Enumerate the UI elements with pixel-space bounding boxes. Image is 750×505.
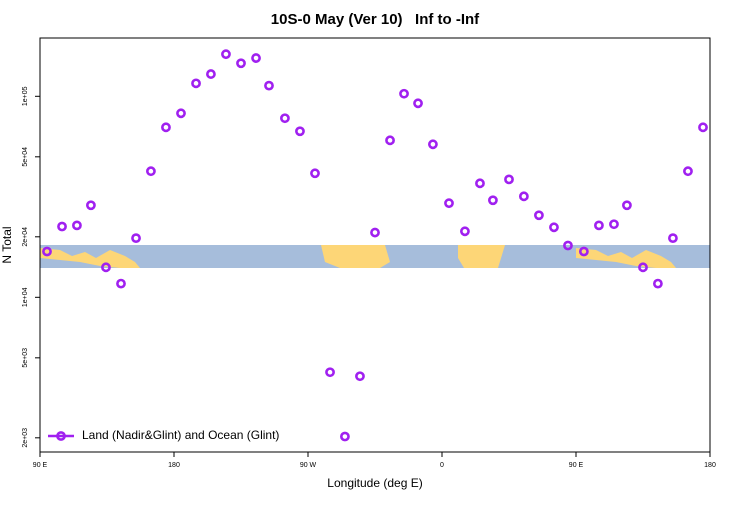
y-axis-label: N Total	[0, 226, 14, 263]
point	[116, 278, 126, 289]
point	[475, 178, 485, 189]
y-tick-label: 5e+04	[22, 147, 29, 167]
point	[385, 135, 395, 146]
point	[609, 219, 619, 230]
point	[101, 262, 111, 273]
x-tick-label: 90 E	[569, 462, 584, 469]
point	[131, 233, 141, 244]
point	[57, 221, 67, 232]
legend-marker	[56, 431, 66, 441]
point	[518, 191, 529, 202]
y-tick-label: 1e+05	[22, 86, 29, 106]
x-tick-label: 180	[704, 462, 716, 469]
y-tick-label: 5e+03	[22, 348, 29, 368]
point	[638, 262, 648, 273]
point	[146, 166, 156, 177]
point	[325, 367, 335, 378]
point	[413, 98, 423, 109]
point	[251, 53, 261, 63]
point	[563, 240, 573, 251]
point	[534, 210, 544, 221]
x-tick-label: 90 W	[300, 462, 317, 469]
point	[355, 371, 365, 382]
point	[191, 78, 201, 89]
point	[340, 431, 350, 442]
x-axis-label: Longitude (deg E)	[327, 476, 422, 490]
point	[161, 122, 171, 133]
point	[622, 200, 632, 211]
point	[652, 278, 663, 289]
land	[458, 245, 505, 268]
y-tick-label: 2e+03	[22, 428, 29, 448]
point	[668, 233, 678, 244]
point	[549, 222, 559, 233]
point	[488, 195, 498, 206]
point	[504, 174, 514, 185]
point	[578, 246, 589, 257]
y-tick-label: 1e+04	[22, 287, 29, 307]
point	[683, 166, 693, 177]
y-tick-label: 2e+04	[22, 227, 29, 247]
point	[206, 69, 216, 79]
point	[86, 200, 96, 211]
point	[236, 58, 246, 69]
point	[72, 220, 82, 231]
legend-label: Land (Nadir&Glint) and Ocean (Glint)	[82, 428, 279, 442]
point	[176, 108, 186, 119]
point	[42, 246, 52, 257]
chart-title: 10S-0 May (Ver 10) Inf to -Inf	[271, 11, 480, 28]
point	[221, 49, 231, 60]
point	[310, 168, 320, 179]
point	[264, 80, 274, 91]
point	[698, 122, 708, 133]
point	[444, 198, 454, 209]
x-tick-label: 0	[440, 462, 444, 469]
point	[428, 139, 438, 150]
land	[576, 248, 676, 268]
point	[594, 220, 604, 231]
plot-frame	[39, 37, 711, 453]
map-band	[40, 245, 710, 268]
point	[370, 227, 380, 238]
point	[280, 113, 290, 124]
x-tick-label: 180	[168, 462, 180, 469]
point	[460, 226, 470, 237]
land	[321, 245, 390, 268]
land	[40, 248, 140, 268]
point	[399, 88, 409, 99]
point	[295, 126, 305, 137]
x-tick-label: 90 E	[33, 462, 48, 469]
